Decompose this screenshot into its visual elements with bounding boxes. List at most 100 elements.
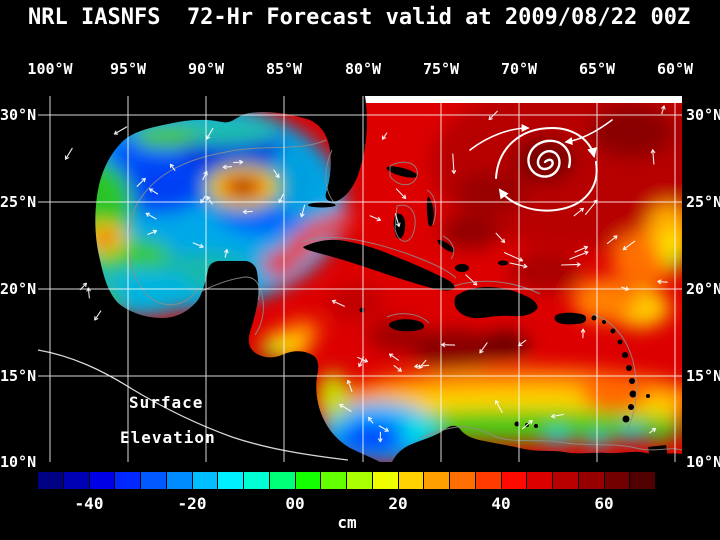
current-vector-arrow [64,147,73,160]
current-vector-arrow [561,262,581,267]
current-vector-arrow [569,250,589,260]
current-vector-arrow [242,209,253,215]
current-vector-arrow [206,195,213,205]
lat-tick-label-left: 25°N [0,193,37,211]
current-vector-arrow [147,229,158,235]
current-vector-arrow [465,274,478,286]
land-north-central-america [38,96,380,462]
colorbar-segment [372,472,398,489]
lat-lon-grid [38,96,682,462]
current-vector-arrow [145,212,157,220]
current-vector-arrow [622,240,636,251]
current-vector-arrow [650,149,656,165]
lon-tick-label: 75°W [422,60,460,78]
lon-tick-label: 70°W [500,60,538,78]
current-vector-arrow [273,169,280,179]
lat-tick-label-left: 10°N [0,453,37,471]
colorbar-unit-label: cm [337,513,357,532]
current-vector-arrow [393,365,402,372]
current-vector-arrow [495,232,506,244]
colorbar-segment [450,472,475,489]
colorbar-segment [501,472,527,489]
current-vector-arrow [451,153,457,175]
current-vector-arrow [378,425,389,432]
colorbar-segment [321,472,346,489]
current-vector-arrow [517,339,527,347]
land-hispaniola [454,287,538,319]
current-vector-arrow [388,353,399,361]
current-vector-arrow [222,164,232,170]
plot-title: NRL IASNFS 72-Hr Forecast valid at 2009/… [28,5,691,30]
colorbar-segment [398,472,424,489]
current-vector-arrow [233,159,244,165]
current-vector-arrow [202,170,208,181]
current-vector-arrow [621,286,630,291]
current-vector-arrow [369,215,382,222]
current-vector-arrow [377,431,383,443]
current-vector-arrow [224,249,229,258]
current-vector-arrow [206,127,214,140]
current-vector-arrow [580,328,586,339]
current-vector-arrow [606,235,618,245]
colorbar-segment [38,472,63,489]
current-vector-arrow [414,364,430,369]
colorbar-segment [192,472,218,489]
hurricane-vortex-vectors [469,119,613,212]
colorbar-tick-label: 40 [491,494,511,513]
lat-tick-label-left: 20°N [0,280,37,298]
lon-tick-label: 65°W [578,60,616,78]
colorbar-segment [347,472,372,489]
model-domain-north-boundary [352,96,682,103]
lat-tick-label-right: 30°N [686,106,720,124]
lat-tick-label-right: 25°N [686,193,720,211]
sea-surface-elevation-field [38,96,682,462]
current-vectors [64,105,668,443]
land-cuba [303,239,455,291]
current-vector-arrow [169,163,176,171]
current-vector-arrow [367,416,374,424]
current-vector-arrow [299,204,306,218]
colorbar-tick-label: 20 [388,494,408,513]
current-vector-arrow [381,132,388,140]
colorbar-segment [630,472,655,489]
current-vector-arrow [573,207,584,217]
current-vector-arrow [278,193,284,204]
current-vector-arrow [503,252,524,262]
current-vector-arrow [574,245,589,253]
lat-tick-label-left: 30°N [0,106,37,124]
lon-tick-label: 90°W [187,60,225,78]
colorbar-segment [89,472,115,489]
colorbar-segment [166,472,192,489]
lon-tick-label: 100°W [27,60,73,78]
land-jamaica [389,319,425,332]
current-vector-arrow [331,299,345,307]
colorbar-tick-label: -20 [177,494,207,513]
colorbar-tick-label: 00 [285,494,305,513]
current-vector-arrow [86,287,91,299]
current-vector-arrow [357,356,369,363]
colorbar-segment [424,472,449,489]
colorbar-segment [141,472,166,489]
lon-tick-label: 85°W [265,60,303,78]
current-vector-arrow [395,188,407,200]
colorbar-segment [295,472,321,489]
current-vector-arrow [479,342,488,354]
current-vector-arrow [358,356,365,368]
colorbar-segment [578,472,604,489]
colorbar-segment [475,472,501,489]
colorbar-segment [269,472,295,489]
colorbar-segment [244,472,269,489]
current-vector-arrow [521,420,533,430]
land-florida-keys [308,202,336,208]
land-puerto-rico [554,312,587,325]
field-name-label-line2: Elevation [120,428,216,447]
lat-tick-label-right: 10°N [686,453,720,471]
lon-tick-label: 95°W [109,60,147,78]
colorbar-segment [115,472,140,489]
pacific-coastline [38,349,349,461]
colorbar-segment [553,472,578,489]
current-vector-arrow [584,199,598,216]
colorbar-tick-label: 60 [594,494,614,513]
current-vector-arrow [148,188,159,195]
